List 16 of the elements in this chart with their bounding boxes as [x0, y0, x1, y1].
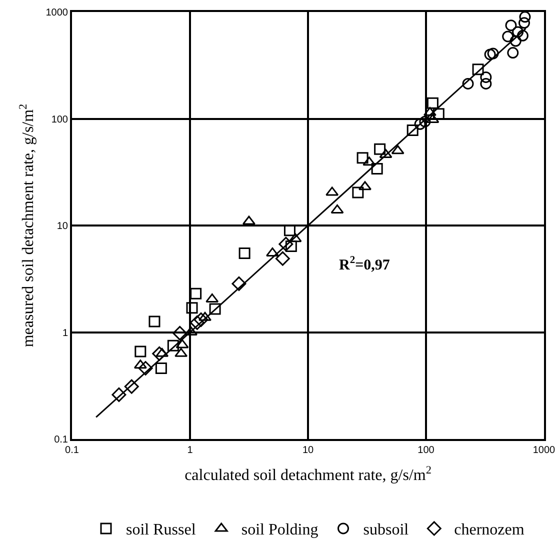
legend-label: chernozem	[454, 522, 525, 539]
y-tick-label: 10	[56, 221, 68, 232]
x-tick-label: 1000	[532, 445, 556, 456]
y-tick-label: 1	[62, 328, 68, 339]
legend-label: soil Russel	[126, 522, 196, 539]
y-tick-label: 1000	[46, 8, 68, 18]
x-tick-label: 100	[418, 445, 435, 456]
x-tick-label: 0.1	[65, 445, 80, 456]
x-tick-label: 1	[187, 445, 194, 456]
annotation: R$^{2}$=0,97	[339, 255, 390, 274]
legend-label: soil Polding	[241, 522, 318, 539]
y-tick-label: 0.1	[54, 434, 68, 446]
legend-label: subsoil	[363, 522, 410, 539]
y-tick-label: 100	[51, 114, 68, 126]
x-axis-title: calculated soil detachment rate, g/s/m$^{2}$	[184, 464, 432, 484]
x-tick-label: 10	[302, 445, 314, 456]
